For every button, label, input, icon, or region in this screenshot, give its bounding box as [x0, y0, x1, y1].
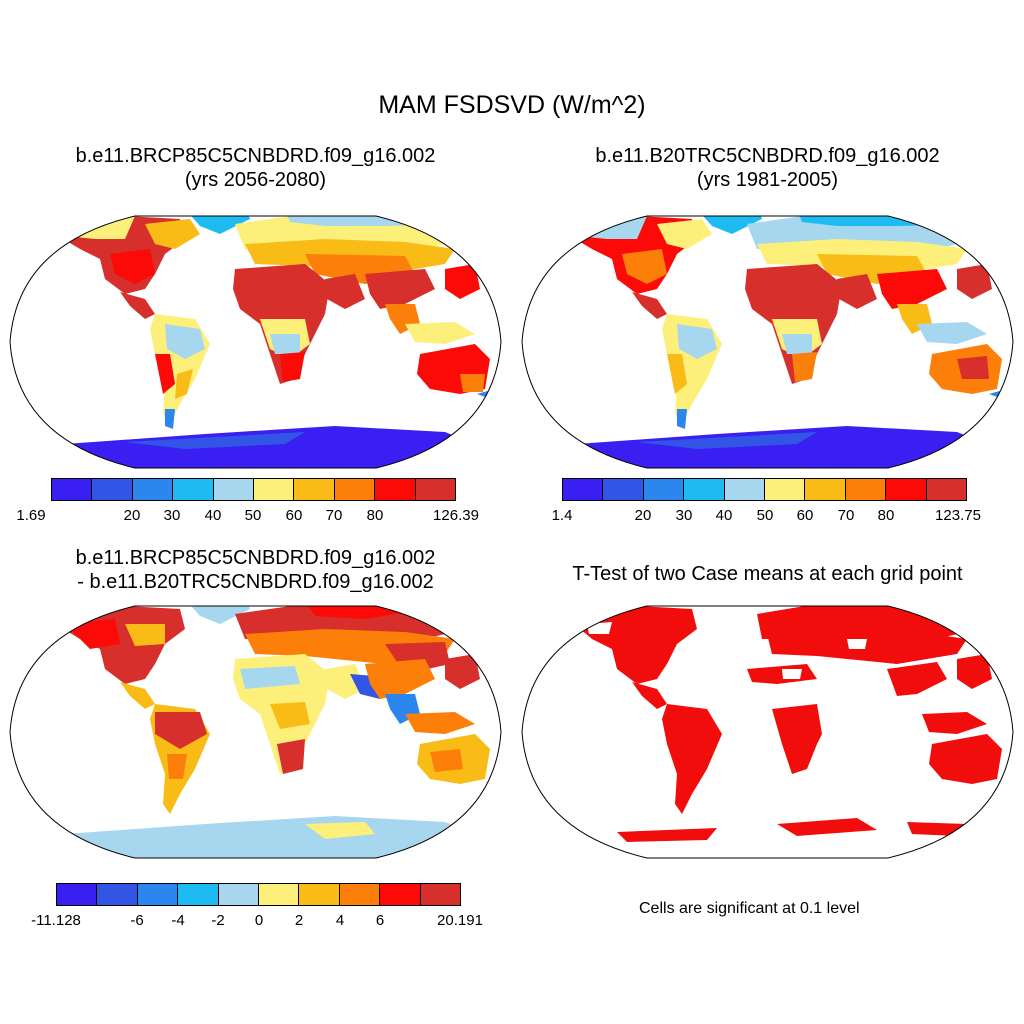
color-swatch: [684, 479, 725, 500]
tick-label: 60: [796, 507, 814, 524]
tick-label: 0: [254, 912, 264, 929]
color-swatch: [254, 479, 295, 500]
color-swatch: [213, 479, 255, 500]
panel-title-top-right: b.e11.B20TRC5CNBDRD.f09_g16.002 (yrs 198…: [517, 144, 1018, 192]
panel-case-name: b.e11.BRCP85C5CNBDRD.f09_g16.002: [75, 145, 436, 167]
tick-label: 60: [285, 507, 303, 524]
tick-label: 40: [204, 507, 222, 524]
color-swatch: [603, 479, 644, 500]
panel-years: (yrs 2056-2080): [184, 169, 327, 191]
color-swatch: [724, 479, 766, 500]
tick-label: 6: [375, 912, 385, 929]
tick-label: -2: [211, 912, 225, 929]
panel-years: (yrs 1981-2005): [696, 169, 839, 191]
map-t-test-significance: [521, 605, 1014, 859]
color-swatch: [765, 479, 806, 500]
color-swatch: [132, 479, 174, 500]
color-swatch: [926, 479, 967, 500]
map-20th-century: [521, 215, 1014, 469]
color-swatch: [97, 884, 138, 905]
tick-label: 1.69: [16, 507, 46, 524]
tick-label: 20: [634, 507, 652, 524]
color-swatch: [334, 479, 376, 500]
tick-label: 50: [244, 507, 262, 524]
color-swatch: [805, 479, 846, 500]
colorbar-top-left: [51, 478, 456, 501]
significance-note: Cells are significant at 0.1 level: [639, 900, 860, 917]
color-swatch: [92, 479, 133, 500]
color-swatch: [380, 884, 421, 905]
color-swatch: [643, 479, 685, 500]
color-swatch: [299, 884, 340, 905]
tick-label: 40: [715, 507, 733, 524]
color-swatch: [415, 479, 456, 500]
colorbar-bottom-left: [56, 883, 461, 906]
panel-case-name: b.e11.BRCP85C5CNBDRD.f09_g16.002: [75, 547, 436, 569]
color-swatch: [178, 884, 219, 905]
panel-title-top-left: b.e11.BRCP85C5CNBDRD.f09_g16.002 (yrs 20…: [5, 144, 506, 192]
tick-label: 70: [837, 507, 855, 524]
color-swatch: [259, 884, 300, 905]
tick-label: -4: [171, 912, 185, 929]
tick-label: 20.191: [437, 912, 483, 929]
tick-label: -11.128: [31, 912, 81, 929]
color-swatch: [563, 479, 604, 500]
color-swatch: [294, 479, 335, 500]
figure-title: MAM FSDSVD (W/m^2): [378, 91, 646, 119]
tick-label: 20: [123, 507, 141, 524]
panel-case-name: b.e11.B20TRC5CNBDRD.f09_g16.002: [595, 145, 940, 167]
tick-label: -6: [130, 912, 144, 929]
panel-diff-case: - b.e11.B20TRC5CNBDRD.f09_g16.002: [77, 571, 434, 593]
tick-label: 123.75: [935, 507, 981, 524]
map-rcp85: [9, 215, 502, 469]
color-swatch: [845, 479, 887, 500]
tick-label: 2: [294, 912, 304, 929]
tick-label: 70: [325, 507, 343, 524]
color-swatch: [173, 479, 214, 500]
panel-title-bottom-left: b.e11.BRCP85C5CNBDRD.f09_g16.002 - b.e11…: [5, 546, 506, 594]
color-swatch: [218, 884, 260, 905]
color-swatch: [52, 479, 93, 500]
color-swatch: [339, 884, 381, 905]
tick-label: 126.39: [433, 507, 479, 524]
color-swatch: [886, 479, 927, 500]
tick-label: 80: [877, 507, 895, 524]
tick-label: 50: [756, 507, 774, 524]
tick-label: 1.4: [551, 507, 573, 524]
tick-label: 30: [675, 507, 693, 524]
tick-label: 30: [163, 507, 181, 524]
tick-label: 4: [335, 912, 345, 929]
color-swatch: [420, 884, 461, 905]
colorbar-top-right: [562, 478, 967, 501]
color-swatch: [57, 884, 98, 905]
color-swatch: [137, 884, 179, 905]
map-difference: [9, 605, 502, 859]
tick-label: 80: [366, 507, 384, 524]
color-swatch: [375, 479, 416, 500]
panel-title-bottom-right: T-Test of two Case means at each grid po…: [572, 563, 963, 585]
